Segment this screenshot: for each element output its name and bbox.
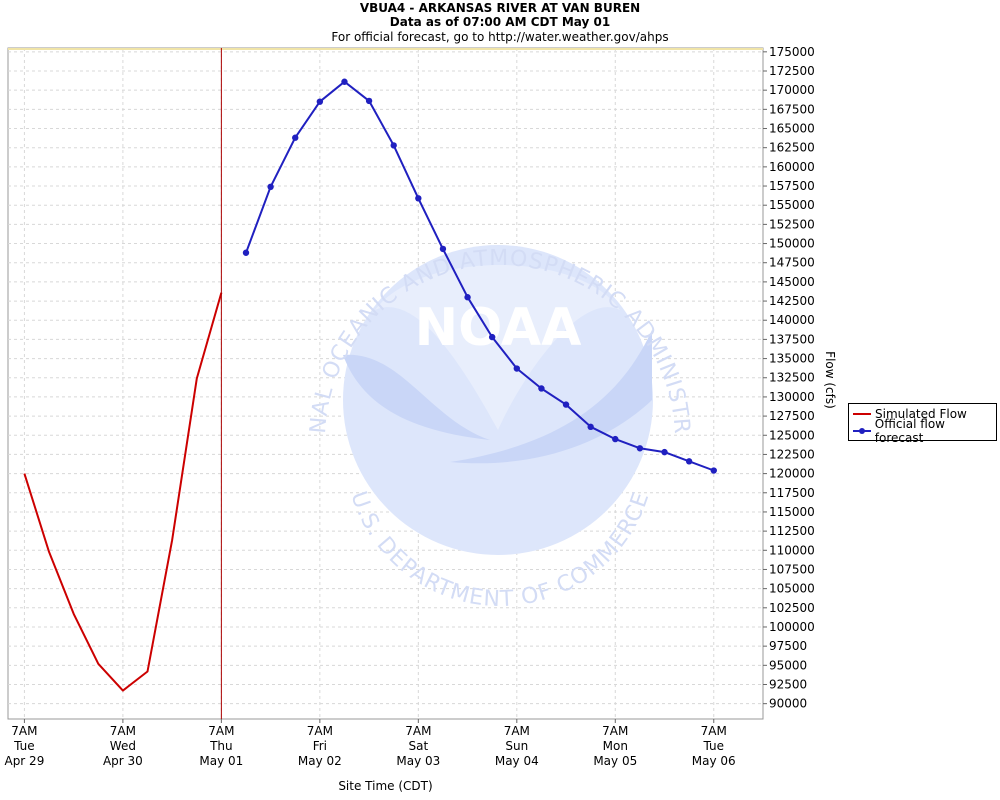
y-axis-label: Flow (cfs)	[823, 351, 837, 409]
y-tick-label: 92500	[769, 677, 807, 691]
x-tick-label: Fri	[313, 739, 327, 753]
series-line-simulated-flow	[23, 292, 223, 692]
y-tick-label: 142500	[769, 294, 815, 308]
forecast-point	[661, 448, 668, 456]
x-tick-label: May 05	[593, 754, 637, 768]
x-tick-label: Tue	[703, 739, 725, 753]
x-tick-label: Thu	[209, 739, 233, 753]
y-tick-label: 132500	[769, 371, 815, 385]
forecast-point	[488, 333, 496, 341]
forecast-point	[292, 134, 299, 141]
x-tick-label: Apr 29	[4, 754, 44, 768]
forecast-point	[390, 142, 397, 149]
forecast-point	[710, 467, 717, 474]
y-tick-label: 97500	[769, 639, 807, 653]
y-axis: 90000 92500 95000 97500 100000 102500 105000 10…	[763, 45, 815, 711]
y-tick-label: 135000	[769, 352, 815, 366]
y-tick-label: 165000	[769, 122, 815, 136]
y-tick-label: 127500	[769, 409, 815, 423]
x-tick-label: May 01	[199, 754, 243, 768]
forecast-point	[587, 423, 594, 431]
forecast-point	[242, 249, 250, 256]
x-tick-label: 7AM	[11, 724, 37, 738]
x-axis-label: Site Time (CDT)	[338, 779, 432, 793]
forecast-point	[513, 365, 521, 372]
forecast-point	[316, 98, 324, 105]
x-tick-label: Mon	[603, 739, 628, 753]
y-tick-label: 167500	[769, 102, 815, 116]
x-tick-label: Apr 30	[103, 754, 143, 768]
y-tick-label: 115000	[769, 505, 815, 519]
legend-item-official-forecast[interactable]: Official flow forecast	[853, 417, 996, 445]
forecast-point	[538, 385, 545, 392]
forecast-point	[612, 435, 619, 443]
watermark-logo-text: NOAA	[415, 298, 582, 358]
y-tick-label: 107500	[769, 562, 815, 576]
x-tick-label: 7AM	[208, 724, 234, 738]
x-tick-label: 7AM	[602, 724, 628, 738]
y-tick-label: 105000	[769, 582, 815, 596]
legend-swatch-simulated	[853, 413, 871, 415]
forecast-point	[464, 294, 471, 301]
chart-subtitle: Data as of 07:00 AM CDT May 01	[389, 15, 611, 29]
y-tick-label: 172500	[769, 64, 815, 78]
y-tick-label: 90000	[769, 697, 807, 711]
y-tick-label: 157500	[769, 179, 815, 193]
y-tick-label: 152500	[769, 217, 815, 231]
forecast-point	[365, 97, 373, 105]
y-tick-label: 102500	[769, 601, 815, 615]
y-tick-label: 155000	[769, 198, 815, 212]
series-layer	[23, 78, 717, 692]
x-tick-label: May 02	[298, 754, 342, 768]
legend-label: Simulated Flow	[875, 407, 967, 421]
forecast-point	[439, 245, 447, 253]
y-tick-label: 120000	[769, 467, 815, 481]
chart-title: VBUA4 - ARKANSAS RIVER AT VAN BUREN	[359, 1, 641, 15]
y-tick-label: 112500	[769, 524, 815, 538]
y-tick-label: 170000	[769, 83, 815, 97]
y-tick-label: 122500	[769, 447, 815, 461]
y-tick-label: 140000	[769, 313, 815, 327]
y-tick-label: 95000	[769, 658, 807, 672]
x-tick-label: Sat	[408, 739, 428, 753]
legend-item-simulated-flow[interactable]: Simulated Flow	[853, 406, 967, 422]
x-tick-label: May 06	[692, 754, 736, 768]
forecast-point	[415, 195, 422, 202]
y-tick-label: 160000	[769, 160, 815, 174]
x-tick-label: 7AM	[504, 724, 530, 738]
forecast-point	[267, 183, 274, 191]
y-tick-label: 137500	[769, 332, 815, 346]
y-tick-label: 110000	[769, 543, 815, 557]
forecast-point	[341, 78, 348, 85]
y-tick-label: 125000	[769, 428, 815, 442]
forecast-link-note[interactable]: For official forecast, go to http://wate…	[331, 30, 669, 44]
x-tick-label: 7AM	[110, 724, 136, 738]
y-tick-label: 162500	[769, 141, 815, 155]
series-line-official-forecast	[245, 80, 715, 472]
x-tick-label: 7AM	[405, 724, 431, 738]
y-tick-label: 147500	[769, 256, 815, 270]
forecast-point	[636, 445, 644, 452]
y-tick-label: 117500	[769, 486, 815, 500]
y-tick-label: 175000	[769, 45, 815, 59]
forecast-point	[562, 401, 570, 408]
legend: Simulated Flow Official flow forecast	[848, 403, 997, 445]
y-tick-label: 150000	[769, 237, 815, 251]
x-tick-label: May 04	[495, 754, 539, 768]
x-tick-label: 7AM	[307, 724, 333, 738]
y-tick-label: 145000	[769, 275, 815, 289]
forecast-point	[685, 458, 693, 465]
y-tick-label: 130000	[769, 390, 815, 404]
legend-label: Official flow forecast	[874, 417, 945, 445]
legend-swatch-forecast	[853, 428, 871, 434]
x-tick-label: May 03	[396, 754, 440, 768]
x-tick-label: Sun	[505, 739, 528, 753]
y-tick-label: 100000	[769, 620, 815, 634]
x-tick-label: 7AM	[701, 724, 727, 738]
x-tick-label: Wed	[110, 739, 136, 753]
x-tick-label: Tue	[13, 739, 35, 753]
